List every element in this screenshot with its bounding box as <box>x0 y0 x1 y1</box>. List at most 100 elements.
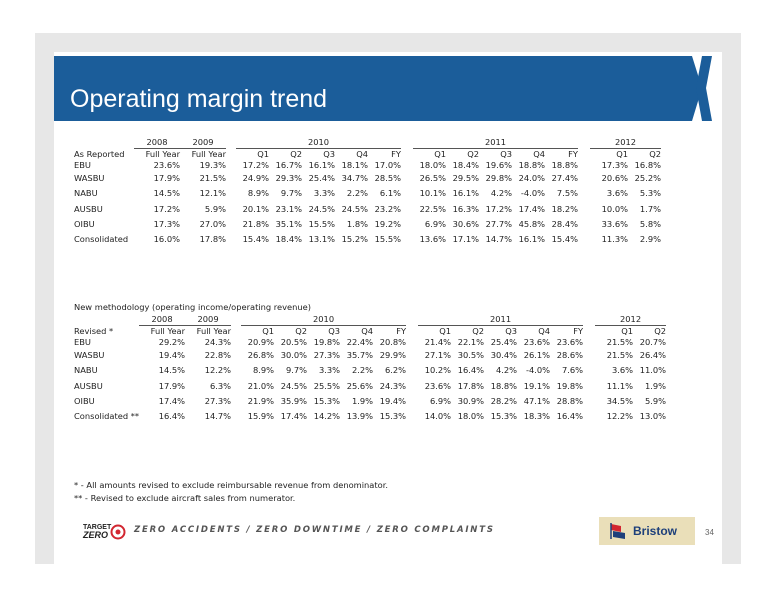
slide-title: Operating margin trend <box>70 85 328 113</box>
table-cell: 14.5% <box>153 188 180 199</box>
table-cell: 18.4% <box>452 160 479 170</box>
table-cell: 34.7% <box>341 173 368 184</box>
year-2009: 2009 <box>180 137 226 149</box>
table-cell: 28.4% <box>551 219 578 230</box>
bristow-logo: Bristow <box>599 517 695 545</box>
table-cell: 2.9% <box>639 234 661 245</box>
table-cell: 45.8% <box>518 219 545 230</box>
year-2010: 2010 <box>236 137 401 149</box>
spacer-cell <box>578 232 590 247</box>
table-cell: 35.7% <box>346 350 374 361</box>
table-cell: 20.5% <box>280 337 308 347</box>
table-cell: 22.8% <box>204 350 232 361</box>
table-cell: 16.7% <box>275 160 302 170</box>
table-cell: 26.8% <box>247 350 275 361</box>
column-header: Q1 <box>621 326 634 336</box>
table-cell: 28.2% <box>490 396 518 407</box>
table-cell: 23.1% <box>275 203 302 214</box>
table-cell: 20.6% <box>601 173 628 184</box>
row-label: AUSBU <box>74 380 103 391</box>
table-cell: 28.6% <box>556 350 584 361</box>
table-cell: 27.3% <box>204 396 232 407</box>
spacer-cell <box>226 186 236 201</box>
table-cell: 19.6% <box>485 160 512 170</box>
table-cell: 20.9% <box>247 337 275 347</box>
table-cell: 6.1% <box>379 188 401 199</box>
table-cell: 5.8% <box>639 219 661 230</box>
table-cell: 21.8% <box>242 219 269 230</box>
table-cell: 18.8% <box>518 160 545 170</box>
table-cell: 8.9% <box>247 188 269 199</box>
table-cell: 13.9% <box>346 411 374 422</box>
year-header-row: 2008 2009 2010 2011 2012 <box>74 314 667 326</box>
table-cell: 6.3% <box>209 380 232 391</box>
table-cell: 10.0% <box>601 203 628 214</box>
table-cell: 26.5% <box>419 173 446 184</box>
table-cell: 33.6% <box>601 219 628 230</box>
year-2012: 2012 <box>590 137 661 149</box>
table-row: OIBU 17.3% 27.0% 21.8% 35.1% 15.5% 1.8% 19.2% 6.… <box>74 217 661 232</box>
table-cell: 15.5% <box>308 219 335 230</box>
table-cell: 16.4% <box>556 411 584 422</box>
spacer-cell <box>401 160 413 171</box>
slide-content: Operating margin trend 2008 2009 2010 20… <box>54 52 722 564</box>
table-cell: 25.4% <box>490 337 518 347</box>
spacer-cell <box>226 217 236 232</box>
table-cell: 24.9% <box>242 173 269 184</box>
table-cell: 18.1% <box>341 160 368 170</box>
row-label: NABU <box>74 365 98 376</box>
table-cell: 3.6% <box>611 365 634 376</box>
spacer-cell <box>226 171 236 186</box>
table-cell: 18.2% <box>551 203 578 214</box>
table-cell: 18.4% <box>275 234 302 245</box>
table-cell: 17.4% <box>280 411 308 422</box>
corner-label: As Reported <box>74 148 125 159</box>
table-cell: 24.5% <box>280 380 308 391</box>
table-cell: 4.2% <box>495 365 518 376</box>
table-cell: 29.9% <box>379 350 407 361</box>
table-row: NABU 14.5% 12.1% 8.9% 9.7% 3.3% 2.2% 6.1% 10.1% 1… <box>74 186 661 201</box>
table-cell: 25.4% <box>308 173 335 184</box>
table-row: EBU 29.2% 24.3% 20.9% 20.5% 19.8% 22.4% 20.8% 21… <box>74 337 666 348</box>
column-header: FY <box>396 326 407 336</box>
table-cell: 15.9% <box>247 411 275 422</box>
column-header: Q4 <box>538 326 551 336</box>
column-header: Q2 <box>467 149 479 159</box>
table-cell: 8.9% <box>252 365 275 376</box>
column-header: Full Year <box>196 326 232 336</box>
row-label: EBU <box>74 160 92 170</box>
table-row: Consolidated ** 16.4% 14.7% 15.9% 17.4% 14.2%… <box>74 409 666 424</box>
table-cell: 17.8% <box>457 380 485 391</box>
table-cell: 30.6% <box>452 219 479 230</box>
spacer-cell <box>578 160 590 171</box>
spacer-cell <box>583 337 595 348</box>
row-label: WASBU <box>74 350 105 361</box>
footnote-revised: * - All amounts revised to exclude reimb… <box>74 480 388 490</box>
table-cell: 2.2% <box>351 365 374 376</box>
table-cell: 15.4% <box>551 234 578 245</box>
table-cell: 23.6% <box>556 337 584 347</box>
table-cell: 17.8% <box>199 234 226 245</box>
table-cell: 21.0% <box>247 380 275 391</box>
target-zero-logo: TARGET ZERO <box>82 524 126 540</box>
table-cell: 15.2% <box>341 234 368 245</box>
column-header: Q2 <box>472 326 485 336</box>
column-header: FY <box>568 149 578 159</box>
table-cell: 17.2% <box>485 203 512 214</box>
column-header: Full Year <box>150 326 186 336</box>
year-header-row: 2008 2009 2010 2011 2012 <box>74 137 661 149</box>
table-cell: 19.4% <box>158 350 186 361</box>
table-cell: 21.5% <box>199 173 226 184</box>
column-header: Q4 <box>361 326 374 336</box>
table-row: NABU 14.5% 12.2% 8.9% 9.7% 3.3% 2.2% 6.2% 10.2% 1… <box>74 363 666 378</box>
table-cell: 3.3% <box>313 188 335 199</box>
spacer-cell <box>583 394 595 409</box>
table-cell: 24.3% <box>204 337 232 347</box>
table-cell: 35.9% <box>280 396 308 407</box>
table-cell: 30.0% <box>280 350 308 361</box>
row-label: EBU <box>74 337 92 347</box>
table-cell: 27.4% <box>551 173 578 184</box>
column-header: Q4 <box>533 149 545 159</box>
spacer-cell <box>231 394 241 409</box>
footer-tagline: ZERO ACCIDENTS / ZERO DOWNTIME / ZERO CO… <box>134 525 495 535</box>
